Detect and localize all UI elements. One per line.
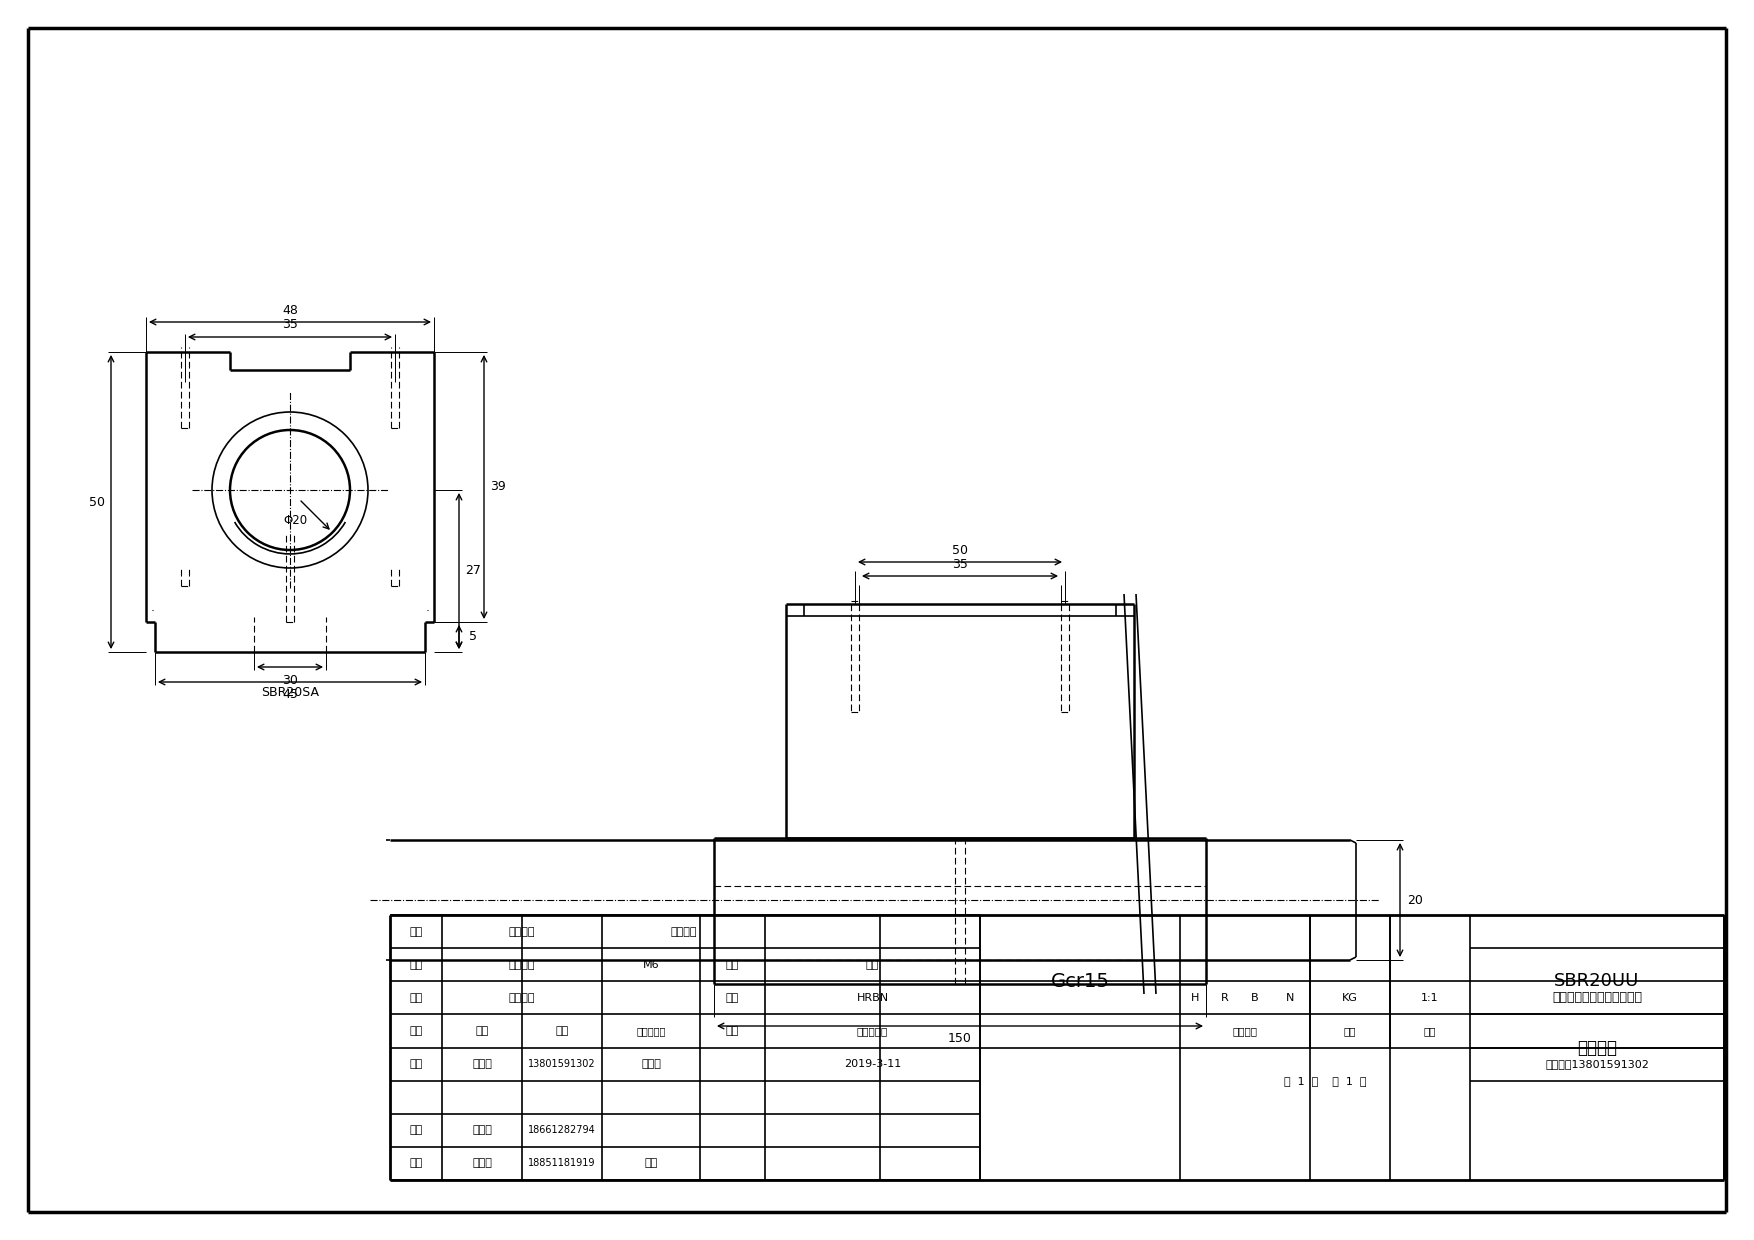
Text: SBR20UU: SBR20UU <box>1554 972 1640 991</box>
Text: KG: KG <box>1342 993 1358 1003</box>
Text: 50: 50 <box>952 543 968 557</box>
Text: Gcr15: Gcr15 <box>1051 972 1110 991</box>
Text: 年、月、日: 年、月、日 <box>858 1025 888 1035</box>
Text: 螺母重量: 螺母重量 <box>509 993 535 1003</box>
Text: 螺母编号: 螺母编号 <box>670 926 696 936</box>
Text: 刘献宁: 刘献宁 <box>472 1126 491 1136</box>
Text: 标准化: 标准化 <box>640 1059 661 1069</box>
Text: R: R <box>1221 993 1230 1003</box>
Text: 直线导轨: 直线导轨 <box>1577 1039 1617 1056</box>
Text: 工艺: 工艺 <box>409 1158 423 1168</box>
Text: 1:1: 1:1 <box>1421 993 1438 1003</box>
Text: 共  1  张    第  1  张: 共 1 张 第 1 张 <box>1284 1075 1366 1086</box>
Text: 刘长岭: 刘长岭 <box>472 1059 491 1069</box>
Text: H: H <box>1191 993 1200 1003</box>
Text: 圈数: 圈数 <box>409 993 423 1003</box>
Text: 田海飞: 田海飞 <box>472 1158 491 1168</box>
Text: 39: 39 <box>489 480 505 494</box>
Text: 钢球直径: 钢球直径 <box>509 926 535 936</box>
Text: SBR20SA: SBR20SA <box>261 687 319 699</box>
Text: 直径: 直径 <box>409 926 423 936</box>
Text: 设计: 设计 <box>409 1059 423 1069</box>
Text: 比例: 比例 <box>1424 1025 1437 1035</box>
Text: 20: 20 <box>1407 894 1422 906</box>
Text: 处数: 处数 <box>475 1025 489 1035</box>
Text: HRBN: HRBN <box>856 993 889 1003</box>
Text: 150: 150 <box>949 1032 972 1044</box>
Text: 48: 48 <box>282 304 298 316</box>
Text: 品牌: 品牌 <box>726 993 738 1003</box>
Text: 分区: 分区 <box>556 1025 568 1035</box>
Text: 5: 5 <box>468 630 477 644</box>
Text: 重量: 重量 <box>1344 1025 1356 1035</box>
Text: 13801591302: 13801591302 <box>528 1059 596 1069</box>
Text: N: N <box>1286 993 1294 1003</box>
Text: 油嘴尺寸: 油嘴尺寸 <box>509 960 535 970</box>
Text: 标记: 标记 <box>409 1025 423 1035</box>
Text: B: B <box>1251 993 1259 1003</box>
Text: M6: M6 <box>642 960 660 970</box>
Text: 审核: 审核 <box>409 1126 423 1136</box>
Text: 签名: 签名 <box>726 1025 738 1035</box>
Text: 南京哈宁轴承制造有限公司: 南京哈宁轴承制造有限公司 <box>1552 991 1642 1004</box>
Text: 更改文件号: 更改文件号 <box>637 1025 667 1035</box>
Text: 35: 35 <box>952 558 968 570</box>
Text: 35: 35 <box>282 319 298 331</box>
Text: 订货电话13801591302: 订货电话13801591302 <box>1545 1059 1649 1069</box>
Text: 18661282794: 18661282794 <box>528 1126 596 1136</box>
Text: 导程: 导程 <box>409 960 423 970</box>
Text: Φ20: Φ20 <box>282 513 307 527</box>
Text: 阶段标记: 阶段标记 <box>1233 1025 1258 1035</box>
Text: 30: 30 <box>282 673 298 687</box>
Text: 2019-3-11: 2019-3-11 <box>844 1059 902 1069</box>
Text: 18851181919: 18851181919 <box>528 1158 596 1168</box>
Text: 南京: 南京 <box>866 960 879 970</box>
Text: 27: 27 <box>465 564 481 578</box>
Text: 产地: 产地 <box>726 960 738 970</box>
Text: 50: 50 <box>89 496 105 508</box>
Text: 45: 45 <box>282 688 298 702</box>
Text: 批准: 批准 <box>644 1158 658 1168</box>
